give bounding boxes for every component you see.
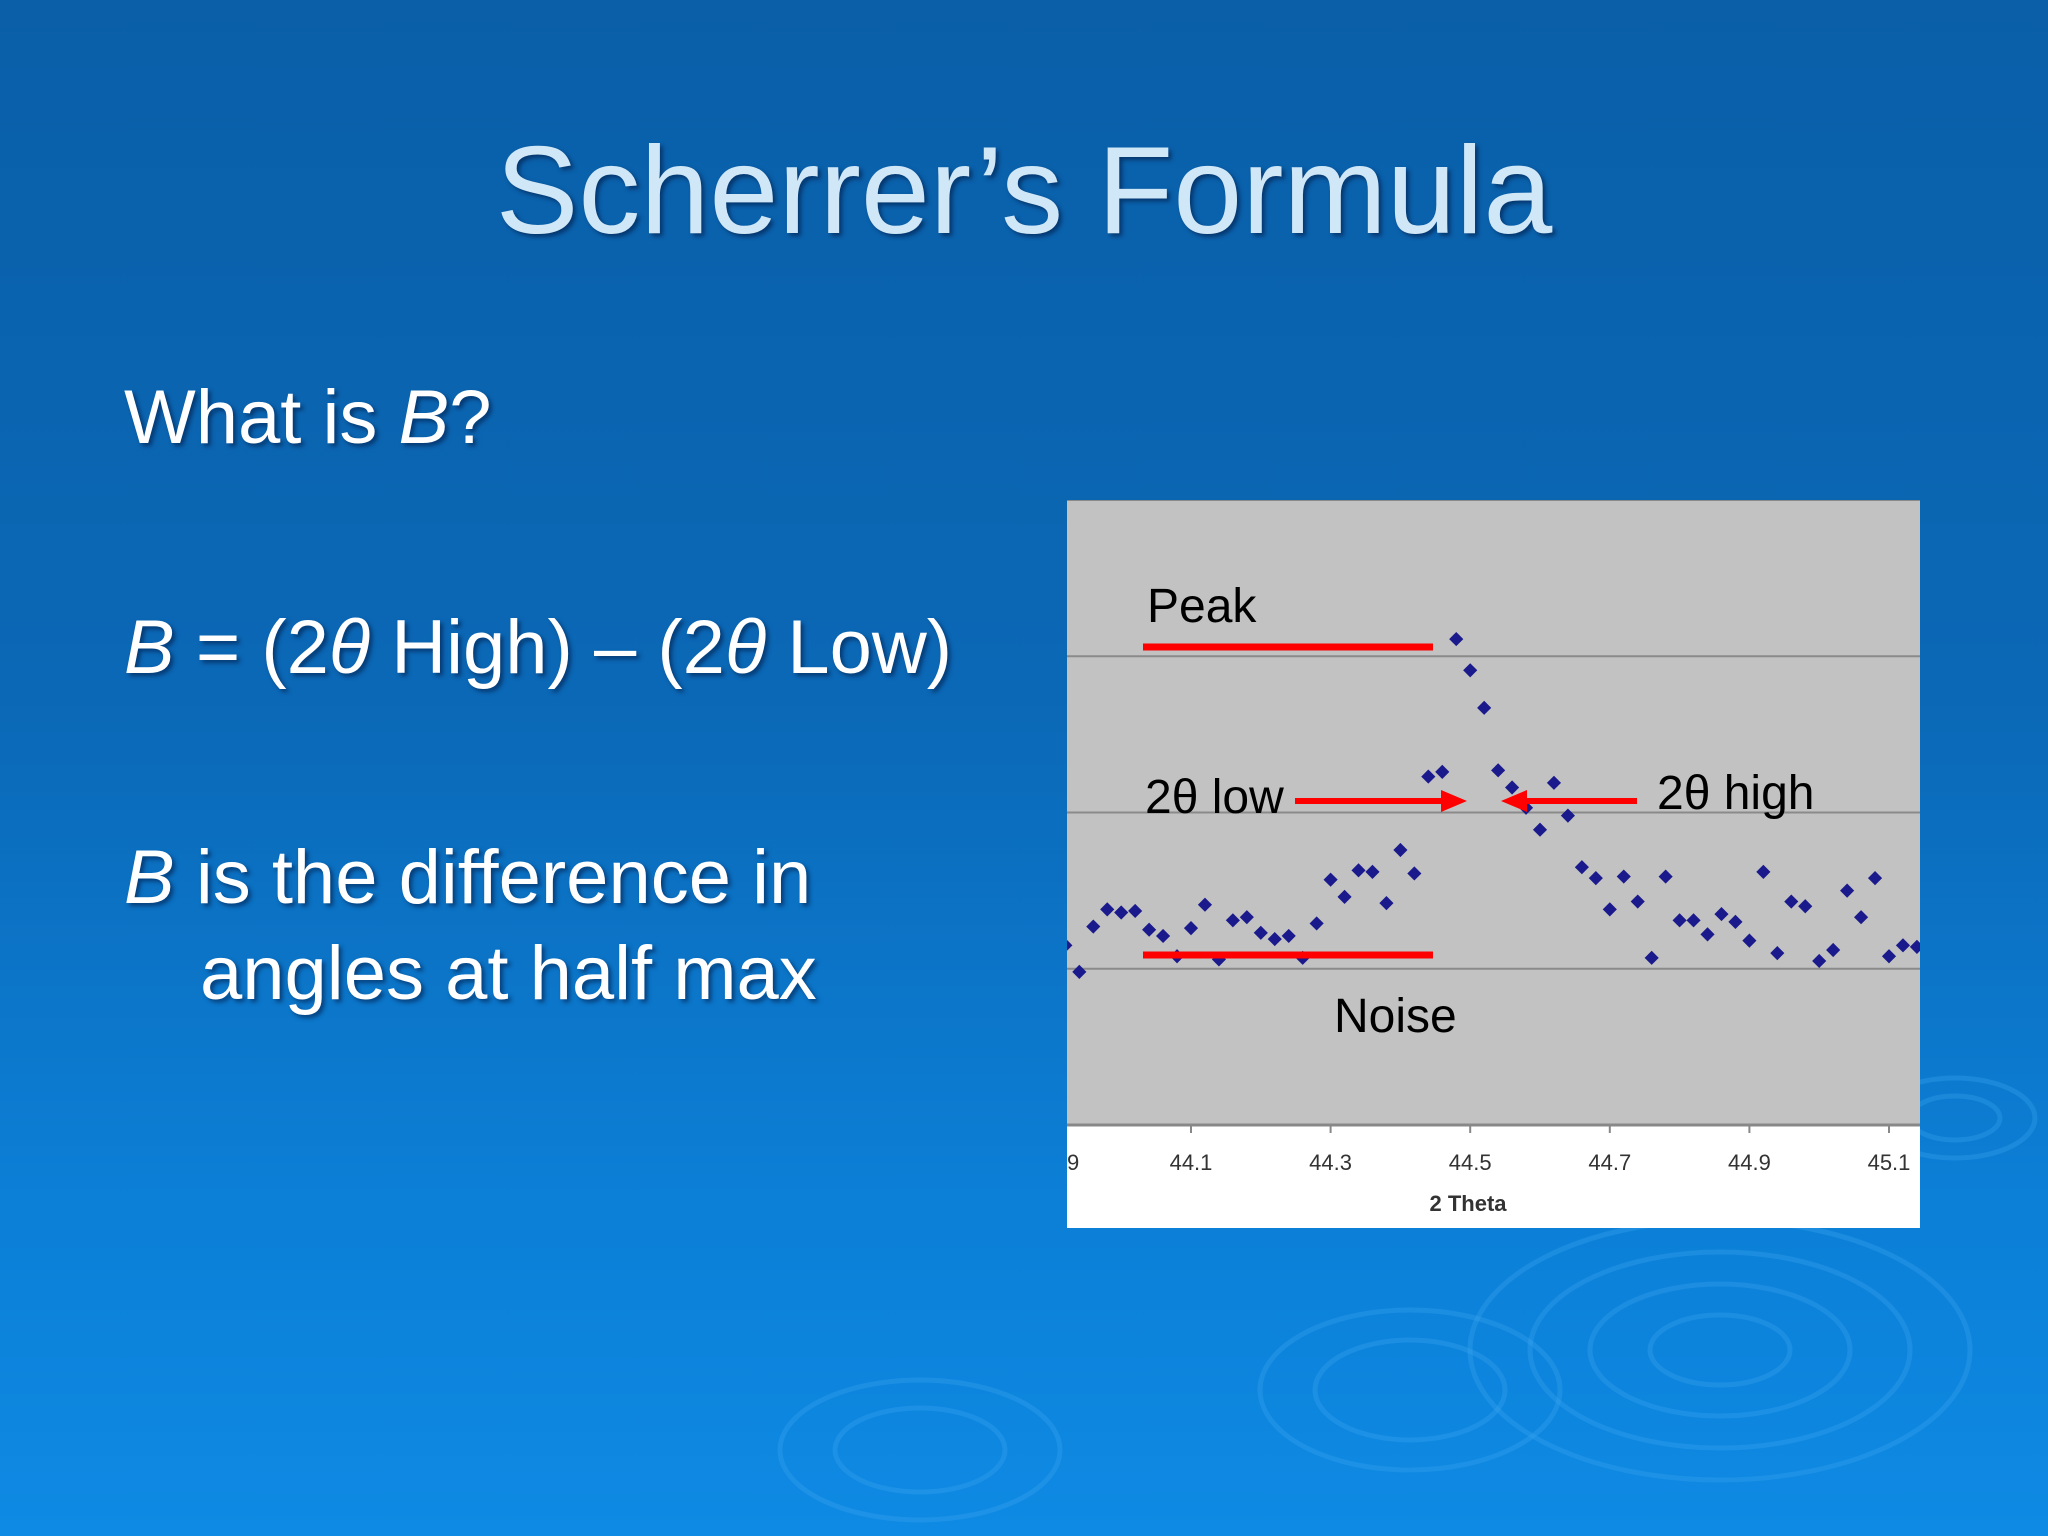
low-arrow-head [1441, 790, 1467, 812]
data-point [1183, 921, 1199, 936]
data-point [1505, 780, 1520, 795]
variable-b: B [398, 375, 450, 460]
x-tick-label: 45.1 [1868, 1150, 1911, 1175]
formula-low: Low) [766, 605, 953, 690]
x-tick-label: 44.7 [1588, 1150, 1631, 1175]
low-label: 2θ low [1145, 771, 1284, 824]
formula-theta-low: θ [724, 605, 767, 690]
data-point [1142, 922, 1157, 937]
x-axis-label: 2 Theta [1429, 1191, 1507, 1216]
data-point [1881, 949, 1897, 964]
data-point [1616, 869, 1631, 884]
data-point [1281, 928, 1296, 944]
data-point [1574, 860, 1589, 875]
definition-line2: angles at half max [200, 931, 817, 1016]
data-point [1449, 631, 1464, 647]
data-point [1323, 872, 1338, 887]
data-point [1239, 910, 1254, 925]
data-point [1798, 899, 1813, 914]
bullet-what-is-b-post: ? [449, 375, 492, 460]
data-point [1407, 866, 1422, 881]
chart-svg: 44.1 44.3 44.5 44.7 44.9 45.1 9 2 Theta Peak … [1067, 500, 1920, 1216]
formula-variable-b: B [124, 605, 175, 690]
x-tick-label: 44.9 [1728, 1150, 1771, 1175]
x-tick-label: 44.1 [1170, 1150, 1213, 1175]
data-point [1700, 927, 1715, 942]
data-point [1491, 763, 1506, 778]
data-point [1365, 864, 1380, 879]
data-point [1532, 822, 1548, 837]
data-point [1840, 883, 1855, 898]
high-label: 2θ high [1657, 767, 1814, 820]
data-point [1784, 894, 1799, 909]
data-point [1658, 869, 1673, 884]
data-point [1225, 913, 1240, 928]
data-point [1560, 808, 1575, 823]
data-point [1435, 764, 1450, 779]
data-point [1630, 894, 1645, 909]
slide-title: Scherrer’s Formula [495, 122, 1553, 260]
formula-high: High) – (2 [370, 605, 725, 690]
bullet-what-is-b: What is B? [124, 370, 491, 466]
data-point [1393, 842, 1408, 858]
data-point [1351, 863, 1366, 878]
data-point [1309, 916, 1324, 931]
data-point [1756, 864, 1771, 879]
definition-variable-b: B [124, 835, 175, 920]
bullet-formula: B = (2θ High) – (2θ Low) [124, 600, 952, 696]
data-point [1742, 933, 1757, 948]
noise-label: Noise [1334, 990, 1457, 1043]
formula-theta-high: θ [328, 605, 371, 690]
data-point [1067, 938, 1073, 953]
data-point [1477, 700, 1492, 715]
data-point [1546, 775, 1562, 790]
x-tick-label: 44.3 [1309, 1150, 1352, 1175]
bullet-what-is-b-pre: What is [124, 375, 399, 460]
definition-line1: is the difference in [174, 835, 812, 920]
bullet-definition: B is the difference in angles at half max [124, 830, 817, 1022]
tick-label-edge: 9 [1067, 1150, 1079, 1175]
xrd-chart: 44.1 44.3 44.5 44.7 44.9 45.1 9 2 Theta Peak … [1067, 500, 1920, 1228]
data-point [1714, 906, 1729, 922]
data-point [1100, 902, 1115, 917]
peak-label: Peak [1147, 580, 1257, 633]
data-point [1267, 931, 1282, 947]
formula-eq: = (2 [174, 605, 329, 690]
x-tick-label: 44.5 [1449, 1150, 1492, 1175]
data-point [1672, 913, 1687, 928]
high-arrow-head [1501, 790, 1527, 812]
